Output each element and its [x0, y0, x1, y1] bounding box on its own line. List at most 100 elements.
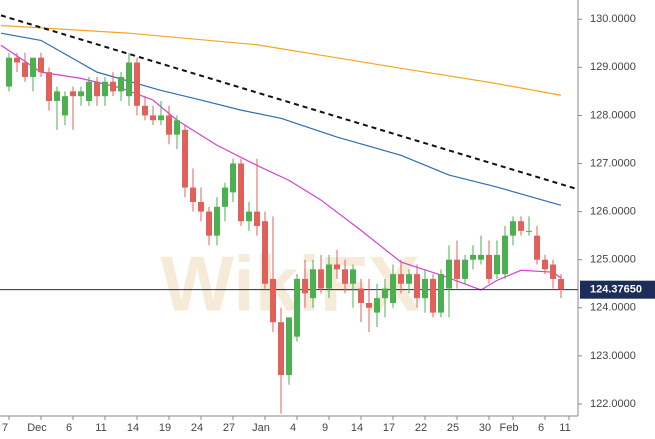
candle-body — [310, 269, 316, 299]
candle-body — [494, 254, 500, 275]
x-tick-label: Dec — [27, 422, 47, 434]
y-tick-label: 126.0000 — [590, 206, 636, 218]
candle-body — [518, 221, 524, 231]
y-tick-label: 125.0000 — [590, 254, 636, 266]
x-tick-label: 27 — [223, 422, 235, 434]
candle-body — [30, 57, 36, 77]
candle-body — [246, 211, 252, 222]
watermark: WikiFX — [160, 240, 419, 328]
y-tick-label: 129.0000 — [590, 61, 636, 73]
candle-body — [342, 269, 348, 284]
x-tick-label: 14 — [127, 422, 139, 434]
x-tick-label: 4 — [290, 422, 296, 434]
x-tick-label: 30 — [479, 422, 491, 434]
candle-body — [462, 259, 468, 279]
candle-body — [382, 288, 388, 299]
candle-body — [294, 278, 300, 337]
candle-body — [390, 274, 396, 303]
candle-body — [62, 96, 68, 116]
moving-average — [0, 24, 562, 96]
x-tick-label: 6 — [66, 422, 72, 434]
trend-line — [0, 14, 578, 190]
candle-body — [558, 278, 564, 290]
current-price-label: 124.37650 — [590, 284, 642, 296]
candle-body — [54, 91, 60, 101]
candle-body — [534, 235, 540, 260]
candle-body — [238, 163, 244, 222]
candle-body — [318, 269, 324, 289]
candle-body — [158, 115, 164, 121]
candle-body — [542, 259, 548, 270]
candle-body — [86, 81, 92, 101]
candle-body — [286, 317, 292, 376]
candle-body — [278, 322, 284, 376]
y-tick-label: 123.0000 — [590, 350, 636, 362]
x-tick-label: 11 — [95, 422, 106, 434]
y-tick-label: 127.0000 — [590, 157, 636, 169]
y-tick-label: 122.0000 — [590, 398, 636, 410]
candle-body — [134, 62, 140, 106]
candle-body — [6, 57, 12, 87]
x-tick-label: 7 — [2, 422, 8, 434]
candle-body — [270, 278, 276, 323]
candle-body — [510, 221, 516, 236]
x-tick-label: 22 — [415, 422, 427, 434]
candle-body — [222, 187, 228, 207]
candle-body — [406, 274, 412, 284]
candle-body — [486, 254, 492, 279]
y-tick-label: 130.0000 — [590, 13, 636, 25]
candle-body — [126, 62, 132, 97]
candle-body — [110, 81, 116, 92]
candle-body — [206, 211, 212, 236]
y-tick-label: 124.0000 — [590, 302, 636, 314]
x-tick-label: Jan — [252, 422, 270, 434]
candle-body — [470, 254, 476, 260]
candle-body — [526, 230, 532, 232]
candle-body — [22, 62, 28, 77]
x-tick-label: 24 — [191, 422, 203, 434]
candle-body — [190, 187, 196, 202]
candle-body — [70, 91, 76, 97]
x-tick-label: 9 — [322, 422, 328, 434]
candle-body — [422, 278, 428, 299]
candle-body — [166, 115, 172, 135]
candle-body — [414, 274, 420, 299]
x-tick-label: Feb — [500, 422, 519, 434]
candle-body — [350, 269, 356, 284]
x-tick-label: 11 — [559, 422, 570, 434]
x-tick-label: 17 — [383, 422, 395, 434]
x-tick-label: 14 — [351, 422, 363, 434]
candle-body — [142, 105, 148, 116]
y-tick-label: 128.0000 — [590, 109, 636, 121]
candle-body — [150, 115, 156, 121]
candle-body — [230, 163, 236, 193]
candle-body — [78, 91, 84, 97]
candle-body — [182, 129, 188, 188]
candle-body — [438, 274, 444, 313]
candle-body — [334, 264, 340, 270]
candle-body — [446, 259, 452, 289]
moving-average — [0, 32, 562, 206]
x-tick-label: 25 — [447, 422, 459, 434]
x-tick-label: 19 — [159, 422, 171, 434]
candle-body — [94, 81, 100, 97]
candle-body — [14, 57, 20, 63]
candle-body — [374, 298, 380, 313]
candle-body — [398, 274, 404, 284]
candle-body — [326, 264, 332, 289]
candle-body — [502, 235, 508, 275]
candle-body — [358, 288, 364, 303]
x-tick-label: 6 — [538, 422, 544, 434]
candle-body — [46, 72, 52, 101]
candle-body — [478, 254, 484, 260]
candle-body — [174, 120, 180, 135]
candle-body — [118, 76, 124, 92]
candle-body — [262, 221, 268, 284]
candle-body — [366, 302, 372, 308]
candle-body — [550, 264, 556, 279]
candle-body — [38, 57, 44, 73]
candle-body — [430, 278, 436, 313]
candle-body — [102, 81, 108, 97]
current-price-box — [580, 280, 655, 299]
